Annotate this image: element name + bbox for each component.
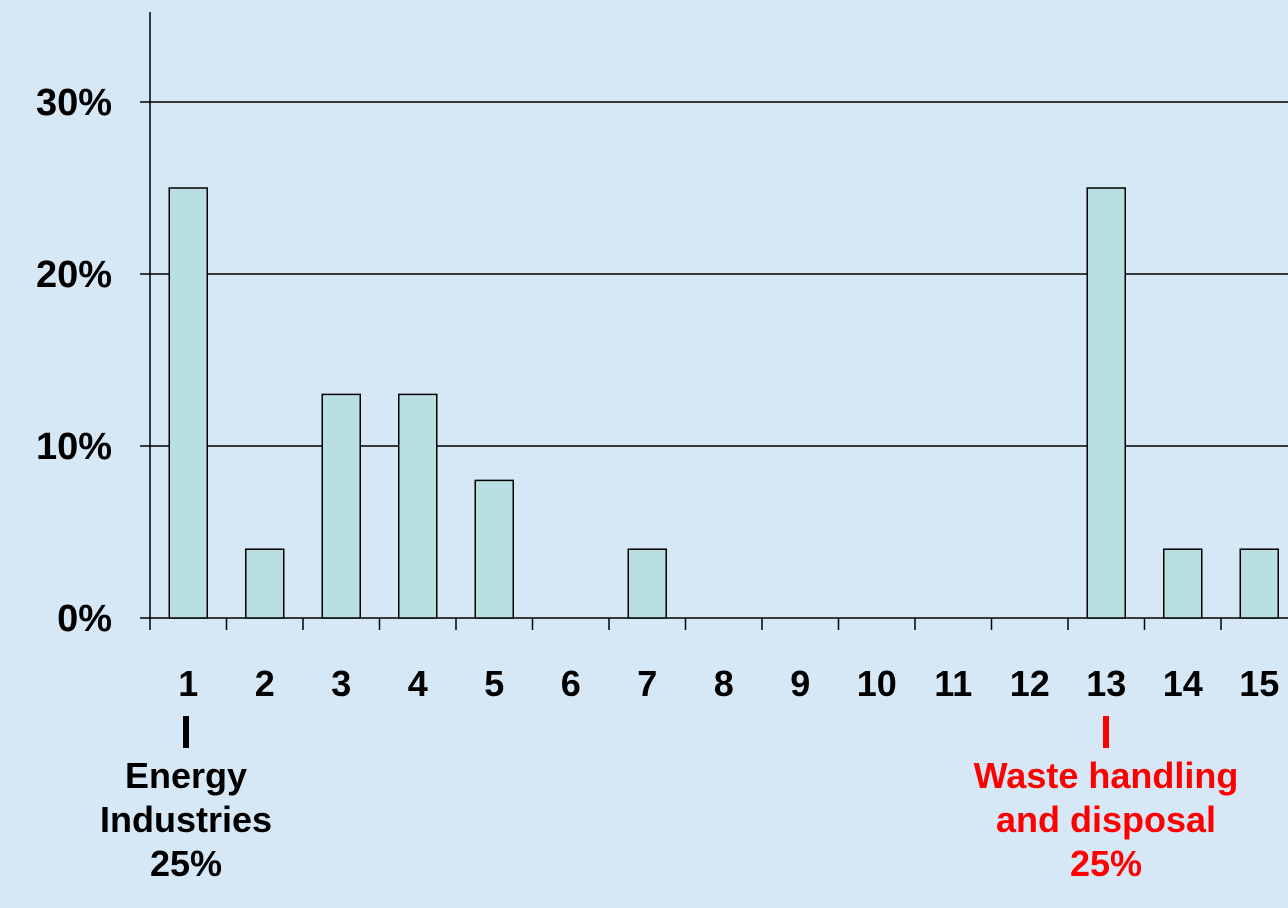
y-tick-label: 20%: [36, 254, 112, 296]
annotation-tick: [1103, 716, 1109, 748]
annotation-energy-industries: Energy Industries 25%: [76, 716, 296, 886]
x-tick-label: 9: [790, 663, 810, 704]
bar: [1086, 187, 1126, 619]
bar: [627, 548, 667, 619]
x-tick-label: 10: [857, 663, 897, 704]
x-tick-label: 8: [714, 663, 734, 704]
bar: [245, 548, 285, 619]
annotation-waste-handling: Waste handling and disposal 25%: [936, 716, 1276, 886]
x-tick-label: 11: [934, 663, 972, 704]
bar: [1239, 548, 1279, 619]
x-tick-label: 3: [331, 663, 351, 704]
annotation-line: Waste handling: [973, 755, 1239, 796]
annotation-line: 25%: [1069, 843, 1143, 884]
x-tick-label: 6: [561, 663, 581, 704]
x-tick-label: 15: [1239, 663, 1279, 704]
bar: [168, 187, 208, 619]
bar: [1163, 548, 1203, 619]
x-tick-label: 12: [1010, 663, 1050, 704]
annotation-line: Industries: [99, 799, 273, 840]
y-tick-label: 0%: [57, 598, 112, 640]
annotation-line: 25%: [149, 843, 223, 884]
x-tick-label: 7: [637, 663, 657, 704]
x-tick-label: 13: [1086, 663, 1126, 704]
annotation-line: Energy: [124, 755, 248, 796]
bar: [321, 393, 361, 619]
x-tick-label: 4: [408, 663, 428, 704]
x-tick-label: 5: [484, 663, 504, 704]
y-tick-label: 10%: [36, 426, 112, 468]
bar: [474, 479, 514, 619]
bar: [398, 393, 438, 619]
y-tick-label: 30%: [36, 82, 112, 124]
x-tick-label: 14: [1163, 663, 1203, 704]
x-tick-label: 2: [255, 663, 275, 704]
annotation-tick: [183, 716, 189, 748]
x-tick-label: 1: [178, 663, 198, 704]
annotation-line: and disposal: [995, 799, 1217, 840]
